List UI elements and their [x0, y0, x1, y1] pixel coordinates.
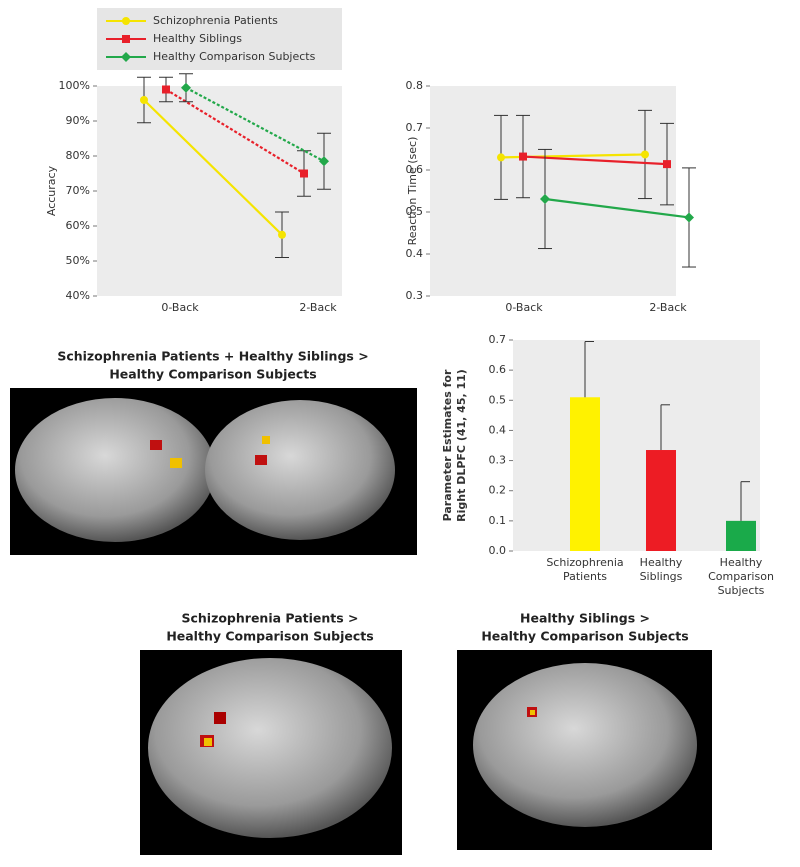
y-tick-label: 0.6: [489, 363, 507, 376]
image-title: Healthy Comparison Subjects: [481, 629, 688, 644]
series-line: [185, 86, 325, 163]
image-title: Healthy Comparison Subjects: [109, 367, 316, 382]
y-tick-label: 0.8: [406, 79, 424, 92]
legend-label: Healthy Siblings: [153, 32, 242, 45]
plot-area: [97, 86, 342, 296]
legend-label: Healthy Comparison Subjects: [153, 50, 316, 63]
y-tick-label: 100%: [59, 79, 90, 92]
y-tick-label: 0.3: [406, 289, 424, 302]
marker: [181, 82, 191, 93]
activation: [530, 710, 535, 715]
bar: [726, 520, 756, 551]
image-title: Schizophrenia Patients + Healthy Sibling…: [57, 349, 368, 364]
image-title: Schizophrenia Patients >: [181, 611, 358, 626]
marker: [140, 96, 148, 104]
bar: [646, 450, 676, 551]
plot-area: [430, 86, 676, 296]
x-tick-label: Comparison: [708, 570, 774, 583]
x-tick-label: Subjects: [718, 584, 765, 597]
activation: [262, 436, 270, 444]
y-tick-label: 0.7: [406, 121, 424, 134]
y-tick-label: 0.7: [489, 333, 507, 346]
image-title: Healthy Siblings >: [520, 611, 650, 626]
series-line: [522, 155, 668, 166]
x-tick-label: Healthy: [720, 556, 763, 569]
marker: [121, 52, 131, 62]
marker: [497, 153, 505, 162]
y-axis-label: Accuracy: [45, 165, 58, 216]
y-tick-label: 40%: [66, 289, 90, 302]
x-tick-label: Siblings: [640, 570, 683, 583]
marker: [540, 193, 550, 204]
marker: [684, 212, 694, 223]
y-tick-label: 0.4: [406, 247, 424, 260]
series-line: [544, 197, 690, 219]
marker: [663, 160, 671, 169]
marker: [300, 169, 308, 178]
x-tick-label: Healthy: [640, 556, 683, 569]
x-tick-label: 2-Back: [299, 301, 337, 314]
y-tick-label: 0.1: [489, 514, 507, 527]
marker: [162, 85, 170, 94]
plot-area: [513, 340, 760, 551]
y-tick-label: 0.3: [489, 454, 507, 467]
y-tick-label: 90%: [66, 114, 90, 127]
y-tick-label: 0.5: [406, 205, 424, 218]
y-tick-label: 0.0: [489, 544, 507, 557]
x-tick-label: Patients: [563, 570, 607, 583]
y-tick-label: 80%: [66, 149, 90, 162]
y-tick-label: 50%: [66, 254, 90, 267]
brain: [15, 398, 215, 542]
x-tick-label: 2-Back: [649, 301, 687, 314]
x-tick-label: Schizophrenia: [546, 556, 623, 569]
image-title: Healthy Comparison Subjects: [166, 629, 373, 644]
marker: [122, 17, 130, 25]
activation: [204, 738, 212, 746]
activation: [170, 458, 182, 468]
series-line: [165, 88, 305, 175]
y-axis-label: Parameter Estimates for: [441, 369, 454, 521]
brain: [148, 658, 392, 838]
y-tick-label: 0.4: [489, 423, 507, 436]
y-tick-label: 0.5: [489, 393, 507, 406]
x-tick-label: 0-Back: [161, 301, 199, 314]
marker: [278, 230, 286, 239]
legend-label: Schizophrenia Patients: [153, 14, 278, 27]
y-tick-label: 70%: [66, 184, 90, 197]
bar: [570, 397, 600, 551]
y-tick-label: 60%: [66, 219, 90, 232]
marker: [641, 150, 649, 159]
marker: [319, 156, 329, 167]
activation: [255, 455, 267, 465]
y-tick-label: 0.6: [406, 163, 424, 176]
activation: [150, 440, 162, 450]
marker: [519, 152, 527, 161]
brain: [473, 663, 697, 827]
y-axis-label: Reaction Time (sec): [406, 137, 419, 246]
series-line: [143, 99, 283, 236]
brain: [205, 400, 395, 540]
y-tick-label: 0.2: [489, 484, 507, 497]
activation: [214, 712, 226, 724]
x-tick-label: 0-Back: [505, 301, 543, 314]
y-axis-label: Right DLPFC (41, 45, 11): [455, 369, 468, 522]
marker: [122, 35, 130, 43]
